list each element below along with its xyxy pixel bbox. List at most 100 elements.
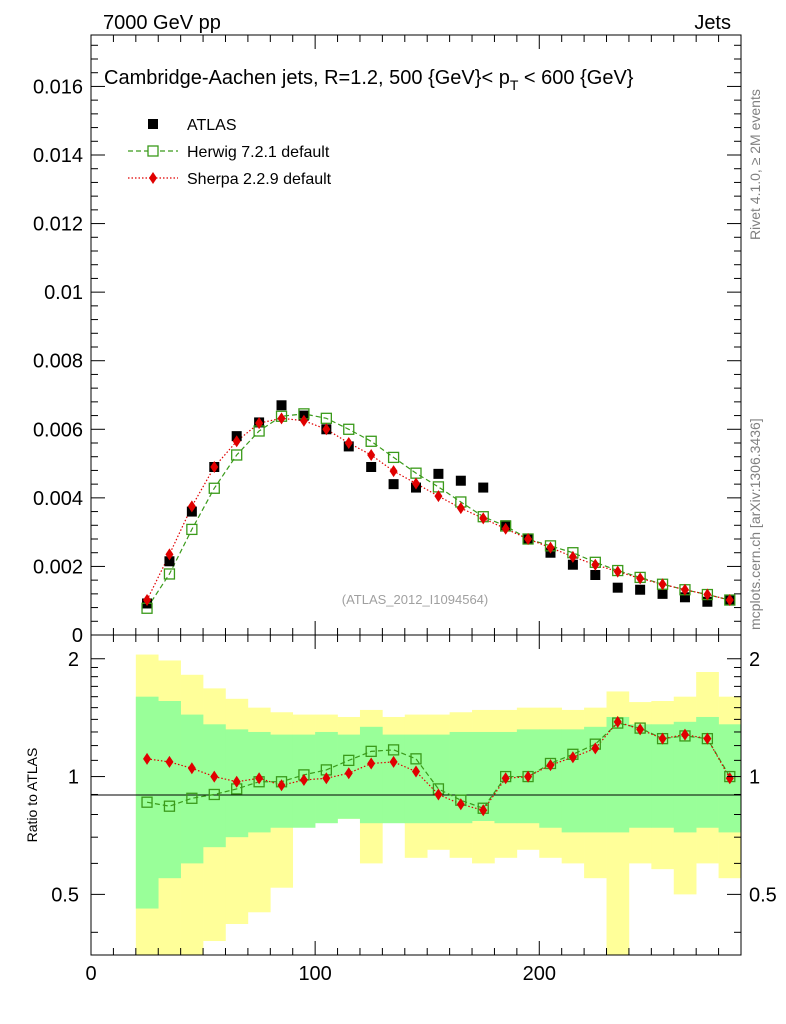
atlas-point bbox=[478, 482, 489, 493]
legend-label: Sherpa 2.2.9 default bbox=[187, 171, 332, 188]
band-green bbox=[628, 724, 652, 828]
sherpa-point bbox=[501, 522, 510, 535]
ratio-sherpa-point bbox=[210, 770, 219, 783]
sherpa-point bbox=[412, 477, 420, 490]
ratio-sherpa-point bbox=[479, 804, 488, 817]
sherpa-point bbox=[299, 414, 308, 427]
ratio-sherpa-point bbox=[636, 723, 645, 736]
sherpa-point bbox=[434, 490, 443, 503]
main-title: Cambridge-Aachen jets, R=1.2, 500 {GeV}<… bbox=[104, 67, 634, 93]
header-right: Jets bbox=[694, 12, 731, 34]
ratio-sherpa-point bbox=[277, 779, 286, 792]
ratio-herwig-point bbox=[387, 744, 400, 756]
main-y-tick-label: 0.006 bbox=[33, 419, 83, 441]
sherpa-point bbox=[546, 541, 555, 554]
herwig-point bbox=[365, 435, 377, 447]
main-panel: 0 0.002 0.004 0.006 0.008 0.01 0.012 0.014 0.016… bbox=[33, 34, 742, 647]
ratio-sherpa-point bbox=[680, 728, 689, 741]
atlas-point bbox=[635, 584, 646, 595]
ratio-y-tick-label: 1 bbox=[68, 767, 79, 789]
ratio-sherpa-point bbox=[658, 732, 667, 745]
ratio-sherpa-point bbox=[389, 755, 398, 768]
band-green bbox=[539, 729, 562, 828]
band-green bbox=[180, 714, 204, 864]
ratio-series bbox=[141, 715, 736, 817]
sherpa-point bbox=[613, 565, 622, 578]
herwig-point bbox=[387, 451, 400, 464]
band-green bbox=[427, 734, 450, 824]
sherpa-line bbox=[146, 417, 730, 601]
sherpa-point bbox=[344, 437, 353, 449]
watermark: (ATLAS_2012_I1094564) bbox=[342, 592, 488, 607]
band-green bbox=[561, 729, 585, 833]
ratio-bands bbox=[135, 654, 742, 955]
atlas-point bbox=[276, 400, 287, 411]
sherpa-point bbox=[322, 423, 331, 436]
band-green bbox=[472, 731, 495, 821]
herwig-point bbox=[231, 449, 243, 461]
ratio-y-tick-label-right: 1 bbox=[749, 767, 760, 789]
sherpa-point bbox=[367, 449, 376, 461]
band-green bbox=[359, 726, 383, 824]
sherpa-point bbox=[187, 500, 196, 513]
ratio-sherpa-point bbox=[187, 762, 196, 775]
main-y-tick-label: 0.002 bbox=[33, 556, 83, 578]
band-green bbox=[673, 721, 697, 833]
legend-sherpa-marker bbox=[149, 172, 157, 184]
sherpa-point bbox=[725, 594, 734, 607]
band-green bbox=[203, 724, 226, 848]
atlas-point bbox=[164, 556, 175, 567]
ratio-x-tick-label: 0 bbox=[85, 963, 96, 985]
ratio-sherpa-point bbox=[703, 732, 712, 745]
herwig-line bbox=[146, 413, 730, 609]
band-green bbox=[158, 700, 181, 879]
ratio-sherpa-line bbox=[146, 721, 731, 811]
ratio-herwig-point bbox=[410, 753, 422, 765]
herwig-point bbox=[186, 523, 198, 536]
ratio-sherpa-point bbox=[434, 788, 443, 801]
sherpa-point bbox=[255, 417, 264, 430]
ratio-sherpa-point bbox=[456, 798, 465, 811]
ratio-ylabel: Ratio to ATLAS bbox=[24, 748, 40, 843]
band-green bbox=[651, 724, 675, 828]
ratio-herwig-point bbox=[163, 800, 176, 812]
atlas-point bbox=[702, 596, 713, 607]
main-ticks: 0 0.002 0.004 0.006 0.008 0.01 0.012 0.014 0.016 bbox=[33, 35, 742, 647]
ratio-sherpa-point bbox=[725, 772, 734, 785]
sherpa-point bbox=[389, 465, 398, 478]
ratio-sherpa-point bbox=[344, 767, 353, 780]
sherpa-point bbox=[210, 461, 219, 473]
ratio-y-tick-label: 2 bbox=[68, 649, 79, 671]
ratio-y-tick-label: 0.5 bbox=[51, 884, 79, 906]
rivet-label: Rivet 4.1.0, ≥ 2M events bbox=[747, 89, 763, 240]
sherpa-point bbox=[636, 572, 645, 585]
band-green bbox=[382, 734, 406, 824]
legend-label: Herwig 7.2.1 default bbox=[187, 144, 330, 161]
ratio-sherpa-point bbox=[546, 759, 555, 772]
ratio-sherpa-point bbox=[412, 765, 420, 778]
ratio-y-tick-label-right: 2 bbox=[749, 649, 760, 671]
ratio-sherpa-point bbox=[367, 757, 376, 770]
atlas-point bbox=[679, 592, 690, 603]
ratio-herwig-point bbox=[365, 745, 377, 757]
main-y-tick-label: 0 bbox=[72, 625, 83, 647]
ratio-x-tick-label: 100 bbox=[298, 963, 331, 985]
main-y-tick-label: 0.012 bbox=[33, 214, 83, 236]
ratio-herwig-point bbox=[186, 792, 198, 804]
ratio-sherpa-point bbox=[322, 772, 331, 785]
sherpa-point bbox=[680, 583, 689, 596]
sherpa-point bbox=[479, 512, 488, 525]
band-green bbox=[606, 716, 630, 833]
sherpa-point bbox=[658, 578, 667, 591]
sherpa-point bbox=[143, 594, 152, 607]
band-green bbox=[584, 726, 607, 833]
atlas-point bbox=[590, 570, 601, 580]
ratio-herwig-point bbox=[208, 788, 220, 801]
ratio-sherpa-point bbox=[524, 770, 533, 783]
ratio-sherpa-point bbox=[613, 715, 622, 728]
ratio-herwig-point bbox=[141, 796, 153, 808]
ratio-sherpa-point bbox=[501, 772, 510, 785]
ratio-sherpa-point bbox=[591, 742, 600, 755]
sherpa-point bbox=[591, 558, 600, 571]
